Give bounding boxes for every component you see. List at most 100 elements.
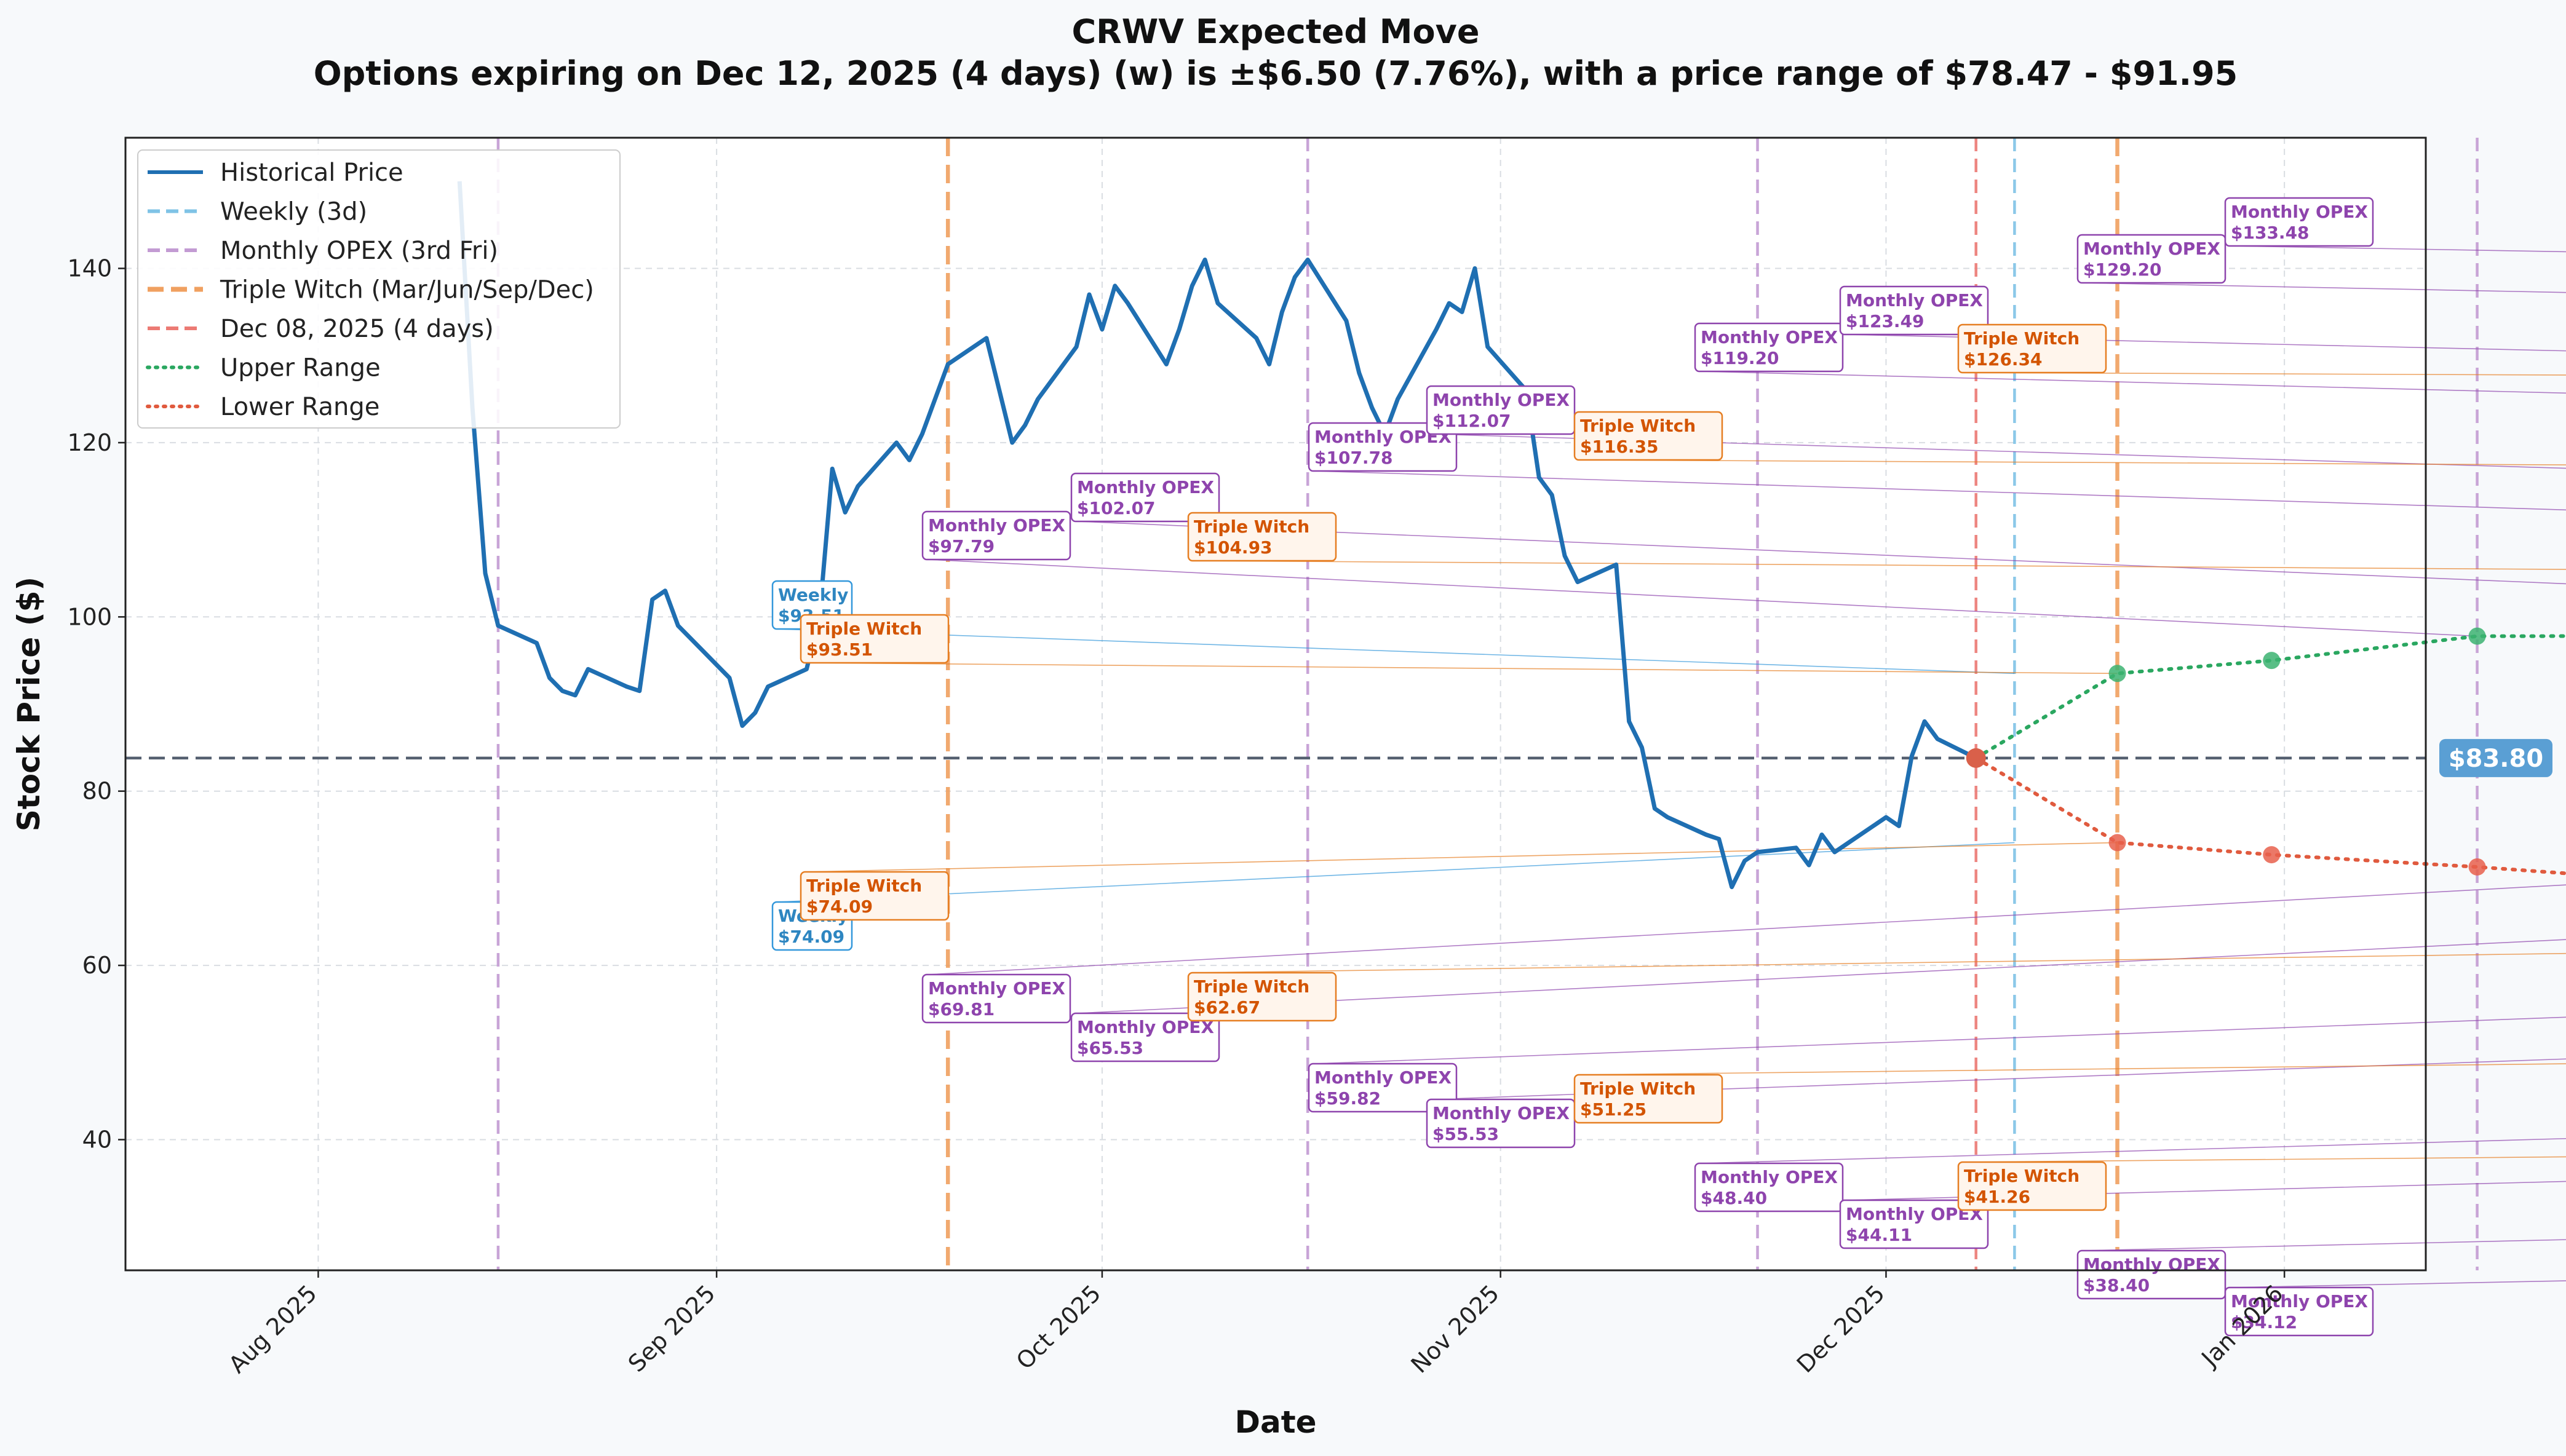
annotation-monthly: Monthly OPEX$97.79 <box>921 510 1071 561</box>
annotation-price: $104.93 <box>1194 537 1273 558</box>
legend-label: Triple Witch (Mar/Jun/Sep/Dec) <box>220 276 594 304</box>
upper-range-point <box>2468 627 2486 645</box>
annotation-monthly: Monthly OPEX$59.82 <box>1308 1062 1458 1113</box>
y-axis-label: Stock Price ($) <box>11 577 47 831</box>
legend: Historical Price Weekly (3d) Monthly OPEX … <box>137 149 621 429</box>
annotation-leader <box>1314 1016 2566 1064</box>
annotation-leader <box>1077 939 2566 1014</box>
upper-range-point <box>2263 652 2281 670</box>
annotation-leader <box>1580 459 2566 465</box>
annotation-price: $41.26 <box>1964 1187 2030 1207</box>
annotation-leader <box>778 842 2015 903</box>
annotation-monthly: Monthly OPEX$34.12 <box>2224 1286 2374 1337</box>
annotation-box <box>1426 385 1576 435</box>
annotation-monthly: Monthly OPEX$119.20 <box>1694 322 1844 373</box>
annotation-leader <box>1432 1058 2566 1100</box>
annotation-box <box>1839 285 1989 336</box>
annotation-leader <box>1846 334 2566 352</box>
chart-subtitle: Options expiring on Dec 12, 2025 (4 days… <box>314 54 2238 93</box>
annotation-price: $62.67 <box>1194 997 1260 1018</box>
annotation-leader <box>1580 1063 2566 1075</box>
annotation-price: $34.12 <box>2231 1312 2297 1332</box>
annotation-price: $102.07 <box>1077 498 1156 518</box>
y-tick-label: 60 <box>82 952 112 979</box>
chart-title: CRWV Expected Move <box>1072 12 1480 51</box>
annotation-monthly: Monthly OPEX$65.53 <box>1070 1012 1220 1062</box>
annotation-box <box>1187 512 1337 562</box>
annotation-title: Monthly OPEX <box>1077 477 1214 497</box>
annotation-price: $129.20 <box>2083 259 2162 280</box>
annotation-title: Monthly OPEX <box>1432 1103 1570 1123</box>
annotation-title: Weekly <box>778 585 848 605</box>
legend-label: Monthly OPEX (3rd Fri) <box>220 237 498 265</box>
lower-range-point <box>2108 834 2126 852</box>
annotation-price: $133.48 <box>2231 223 2310 243</box>
annotation-box <box>2224 197 2374 247</box>
annotation-box <box>1070 1012 1220 1062</box>
series <box>457 181 2566 890</box>
annotation-title: Monthly OPEX <box>2083 239 2220 259</box>
annotation-box <box>1308 422 1458 472</box>
annotation-triple: Triple Witch$51.25 <box>1573 1074 1723 1124</box>
annotation-title: Triple Witch <box>806 876 922 896</box>
annotation-title: Triple Witch <box>806 619 922 639</box>
annotation-title: Triple Witch <box>1194 516 1309 537</box>
legend-label: Dec 08, 2025 (4 days) <box>220 315 494 343</box>
plot-frame <box>124 136 2427 1272</box>
annotation-triple: Triple Witch$126.34 <box>1957 323 2107 374</box>
annotation-title: Monthly OPEX <box>1432 390 1570 410</box>
annotation-triple: Triple Witch$74.09 <box>800 871 950 921</box>
annotation-triple: Triple Witch$62.67 <box>1187 971 1337 1022</box>
annotation-price: $74.09 <box>778 927 844 947</box>
annotation-leader <box>1701 1138 2566 1164</box>
annotation-box <box>1957 323 2107 374</box>
current-price-label: $83.80 <box>2449 745 2543 773</box>
annotation-box <box>1308 1062 1458 1113</box>
annotation-box <box>1187 971 1337 1022</box>
annotation-price: $44.11 <box>1846 1225 1912 1245</box>
annotation-price: $48.40 <box>1701 1188 1767 1208</box>
annotation-title: Monthly OPEX <box>2231 202 2368 222</box>
annotation-triple: Triple Witch$41.26 <box>1957 1161 2107 1211</box>
y-tick-label: 100 <box>67 603 112 630</box>
annotation-price: $69.81 <box>928 999 995 1019</box>
annotation-title: Triple Witch <box>1964 1166 2079 1186</box>
annotation-leader <box>928 884 2566 975</box>
annotation-leader <box>806 842 2118 872</box>
annotation-leader <box>1077 521 2566 585</box>
annotation-title: Monthly OPEX <box>2231 1291 2368 1312</box>
upper-range-point <box>2108 665 2126 682</box>
current-price-badge: $83.80 <box>2439 738 2552 777</box>
annotation-price: $97.79 <box>928 536 995 556</box>
annotation-title: Monthly OPEX <box>928 515 1065 536</box>
annotation-leaders <box>778 245 2566 1288</box>
legend-box <box>137 149 621 429</box>
annotation-title: Triple Witch <box>1580 1078 1696 1099</box>
annotation-price: $107.78 <box>1314 448 1393 468</box>
y-axis-ticks: 40 60 80 100 120 140 <box>67 255 125 1153</box>
y-tick-label: 120 <box>67 429 112 456</box>
annotation-monthly: Monthly OPEX$38.40 <box>2076 1249 2226 1300</box>
lower-range-point <box>2263 846 2281 864</box>
annotation-price: $55.53 <box>1432 1124 1499 1144</box>
annotation-price: $51.25 <box>1580 1099 1646 1120</box>
legend-label: Upper Range <box>220 354 381 382</box>
annotation-leader <box>778 628 2015 675</box>
annotation-monthly: Monthly OPEX$55.53 <box>1426 1098 1576 1149</box>
annotation-title: Triple Witch <box>1964 328 2079 349</box>
annotation-monthly: Monthly OPEX$123.49 <box>1839 285 1989 336</box>
annotation-box <box>800 871 950 921</box>
annotation-box <box>1839 1199 1989 1249</box>
annotation-monthly: Monthly OPEX$69.81 <box>921 973 1071 1024</box>
annotation-title: Monthly OPEX <box>1701 1167 1838 1187</box>
annotation-price: $93.51 <box>806 639 873 660</box>
annotation-box <box>1573 1074 1723 1124</box>
annotation-triple: Triple Witch$93.51 <box>800 614 950 664</box>
annotation-leader <box>1314 470 2566 511</box>
legend-label: Historical Price <box>220 159 403 187</box>
annotation-monthly: Monthly OPEX$112.07 <box>1426 385 1576 435</box>
y-tick-label: 40 <box>82 1126 112 1153</box>
y-tick-label: 140 <box>67 255 112 282</box>
annotations: Weekly$93.51Triple Witch$93.51Weekly$74.… <box>771 197 2374 1337</box>
